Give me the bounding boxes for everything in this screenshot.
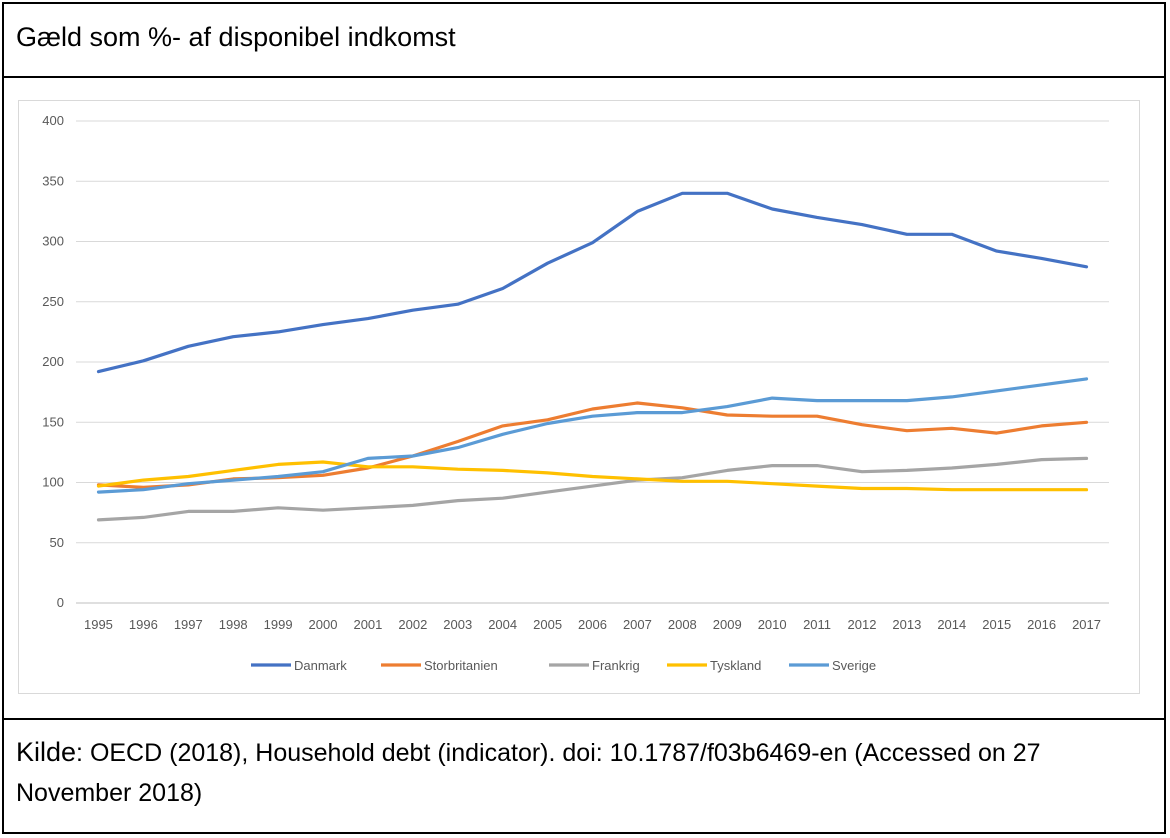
x-tick-label: 2014 bbox=[937, 617, 966, 632]
y-tick-label: 300 bbox=[42, 234, 64, 249]
header: Gæld som %- af disponibel indkomst bbox=[4, 4, 1164, 78]
source-text: : OECD (2018), Household debt (indicator… bbox=[16, 739, 1041, 807]
y-tick-label: 250 bbox=[42, 294, 64, 309]
x-tick-label: 2000 bbox=[309, 617, 338, 632]
source-note: Kilde: OECD (2018), Household debt (indi… bbox=[16, 732, 1156, 813]
x-tick-label: 2017 bbox=[1072, 617, 1101, 632]
x-tick-label: 2004 bbox=[488, 617, 517, 632]
x-tick-label: 2013 bbox=[892, 617, 921, 632]
y-tick-label: 150 bbox=[42, 414, 64, 429]
source-label: Kilde bbox=[16, 737, 77, 767]
x-tick-label: 1997 bbox=[174, 617, 203, 632]
x-tick-label: 2009 bbox=[713, 617, 742, 632]
figure-title: Gæld som %- af disponibel indkomst bbox=[16, 22, 456, 52]
x-tick-label: 2016 bbox=[1027, 617, 1056, 632]
x-tick-label: 2010 bbox=[758, 617, 787, 632]
y-tick-label: 200 bbox=[42, 354, 64, 369]
x-tick-label: 1998 bbox=[219, 617, 248, 632]
series-line-sverige bbox=[96, 377, 1089, 494]
y-tick-label: 400 bbox=[42, 113, 64, 128]
x-tick-label: 2011 bbox=[803, 617, 831, 632]
x-tick-label: 2008 bbox=[668, 617, 697, 632]
y-tick-label: 50 bbox=[50, 535, 64, 550]
x-tick-label: 1995 bbox=[84, 617, 113, 632]
y-tick-label: 0 bbox=[57, 595, 64, 610]
chart-box: 0 50 100 150 200 250 300 350 400 1995 1996 1997 1998… bbox=[18, 100, 1140, 694]
legend-label-sverige: Sverige bbox=[832, 658, 876, 673]
y-tick-label: 100 bbox=[42, 475, 64, 490]
series-line-tyskland bbox=[96, 460, 1089, 492]
x-tick-label: 2005 bbox=[533, 617, 562, 632]
legend-label-danmark: Danmark bbox=[294, 658, 347, 673]
x-tick-label: 2007 bbox=[623, 617, 652, 632]
x-tick-label: 2001 bbox=[353, 617, 382, 632]
chart-area: 0 50 100 150 200 250 300 350 400 1995 1996 1997 1998… bbox=[4, 78, 1164, 720]
legend-label-storbritanien: Storbritanien bbox=[424, 658, 498, 673]
series-line-danmark bbox=[96, 191, 1089, 374]
x-tick-label: 2006 bbox=[578, 617, 607, 632]
x-tick-label: 2012 bbox=[848, 617, 877, 632]
x-tick-label: 1999 bbox=[264, 617, 293, 632]
x-tick-label: 2003 bbox=[443, 617, 472, 632]
legend-label-frankrig: Frankrig bbox=[592, 658, 640, 673]
y-tick-label: 350 bbox=[42, 173, 64, 188]
legend-label-tyskland: Tyskland bbox=[710, 658, 761, 673]
x-tick-label: 1996 bbox=[129, 617, 158, 632]
series-line-frankrig bbox=[96, 456, 1089, 522]
line-chart: 0 50 100 150 200 250 300 350 400 1995 1996 1997 1998… bbox=[42, 113, 1109, 673]
x-tick-label: 2002 bbox=[398, 617, 427, 632]
x-tick-label: 2015 bbox=[982, 617, 1011, 632]
